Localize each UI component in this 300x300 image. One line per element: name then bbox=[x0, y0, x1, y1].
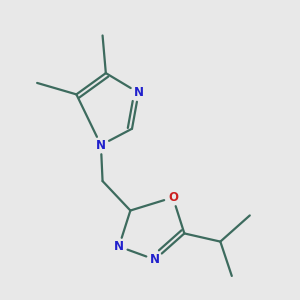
Text: N: N bbox=[134, 86, 143, 99]
Text: N: N bbox=[150, 253, 160, 266]
Text: N: N bbox=[114, 240, 124, 253]
Text: O: O bbox=[168, 191, 178, 204]
Text: N: N bbox=[96, 139, 106, 152]
